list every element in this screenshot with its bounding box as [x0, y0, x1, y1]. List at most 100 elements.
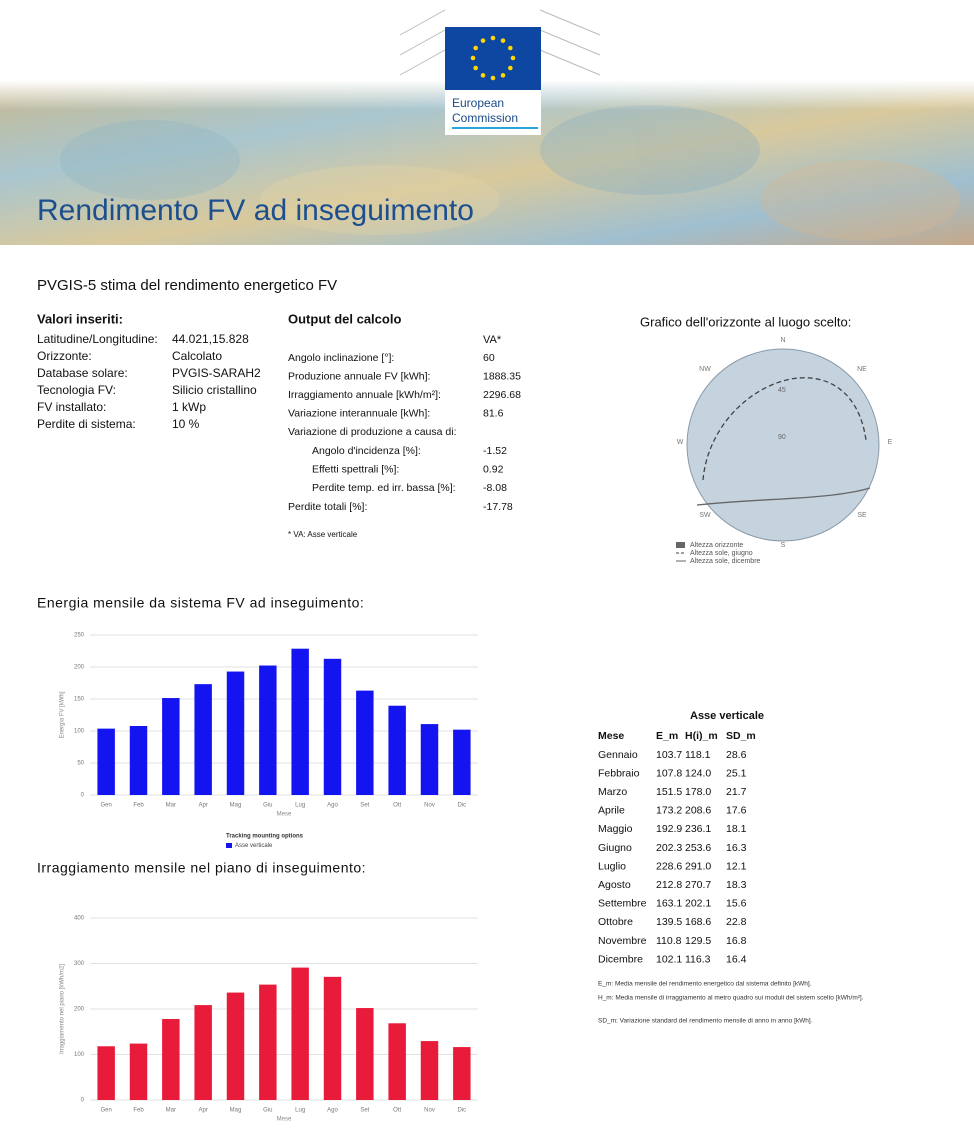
direction-label: W — [677, 439, 684, 446]
star — [481, 73, 486, 78]
x-tick-label: Feb — [133, 1108, 144, 1114]
output-label: Irraggiamento annuale [kWh/m²]: — [288, 389, 441, 401]
table-cell: 110.8 — [656, 935, 682, 947]
star — [473, 46, 478, 51]
table-cell: 253.6 — [685, 842, 711, 854]
x-tick-label: Set — [360, 1108, 369, 1114]
y-axis-label: Energia FV [kWh] — [60, 691, 66, 738]
bar — [421, 724, 438, 795]
report: European Commission Rendimento FV ad ins… — [0, 0, 974, 1137]
input-value: Calcolato — [172, 349, 222, 363]
direction-label: N — [780, 337, 785, 344]
chart-title: Irraggiamento mensile nel piano di inseg… — [37, 860, 366, 876]
bar — [324, 659, 341, 795]
legend-swatch — [226, 843, 232, 848]
total-value: -17.78 — [483, 501, 513, 513]
input-label: Perdite di sistema: — [37, 417, 136, 431]
bar — [130, 726, 147, 795]
table-cell: 16.3 — [726, 842, 747, 854]
horizon-disc — [687, 349, 879, 541]
star — [473, 66, 478, 71]
x-tick-label: Feb — [133, 803, 144, 809]
table-cell: 28.6 — [726, 749, 747, 761]
output-label: Produzione annuale FV [kWh]: — [288, 370, 430, 382]
table-cell: 168.6 — [685, 916, 711, 928]
table-cell: 116.3 — [685, 953, 711, 965]
table-header: SD_m — [726, 730, 756, 742]
table-cell: Agosto — [598, 879, 631, 891]
x-tick-label: Nov — [424, 803, 435, 809]
loss-value: 0.92 — [483, 463, 504, 475]
section-title: Valori inseriti: — [37, 311, 123, 326]
y-tick-label: 50 — [77, 761, 84, 767]
table-cell: Maggio — [598, 823, 633, 835]
legend-label: Altezza orizzonte — [690, 542, 743, 549]
y-tick-label: 300 — [74, 961, 85, 967]
x-tick-label: Mar — [166, 1108, 176, 1114]
table-cell: Novembre — [598, 935, 647, 947]
x-tick-label: Mar — [166, 803, 176, 809]
table-cell: 18.1 — [726, 823, 747, 835]
table-header: H(i)_m — [685, 730, 718, 742]
x-tick-label: Set — [360, 803, 369, 809]
output-value: 81.6 — [483, 407, 504, 419]
table-cell: 25.1 — [726, 767, 747, 779]
bar — [97, 1046, 114, 1100]
input-value: Silicio cristallino — [172, 383, 257, 397]
table-cell: 178.0 — [685, 786, 711, 798]
table-cell: 118.1 — [685, 749, 711, 761]
direction-label: NE — [857, 366, 867, 373]
star — [481, 38, 486, 43]
input-value: 1 kWp — [172, 400, 206, 414]
star — [508, 46, 513, 51]
bar — [453, 1047, 470, 1100]
input-value: 10 % — [172, 417, 200, 431]
x-tick-label: Ago — [327, 803, 338, 809]
table-note: H_m: Media mensile di irraggiamento al m… — [598, 995, 864, 1002]
bar — [194, 684, 211, 795]
page-title: Rendimento FV ad inseguimento — [37, 194, 474, 227]
table-cell: 208.6 — [685, 805, 711, 817]
x-tick-label: Mag — [230, 803, 242, 809]
bar — [388, 1023, 405, 1100]
table-cell: Aprile — [598, 805, 625, 817]
input-label: Tecnologia FV: — [37, 383, 116, 397]
legend-label: Altezza sole, giugno — [690, 550, 753, 557]
ring-label: 90 — [778, 434, 786, 441]
table-cell: 22.8 — [726, 916, 747, 928]
table-cell: 139.5 — [656, 916, 682, 928]
direction-label: S — [781, 542, 786, 549]
x-tick-label: Nov — [424, 1108, 435, 1114]
direction-label: E — [888, 439, 893, 446]
table-header: E_m — [656, 730, 678, 742]
legend-swatch — [676, 542, 685, 548]
bar — [194, 1005, 211, 1100]
table-cell: 151.5 — [656, 786, 682, 798]
table-cell: 291.0 — [685, 860, 711, 872]
x-tick-label: Apr — [198, 803, 207, 809]
output-heading: Variazione di produzione a causa di: — [288, 426, 457, 438]
table-cell: 18.3 — [726, 879, 747, 891]
x-tick-label: Mag — [230, 1108, 242, 1114]
x-tick-label: Ott — [393, 1108, 401, 1114]
table-note: E_m: Media mensile del rendimento energe… — [598, 981, 812, 988]
star — [491, 36, 496, 41]
table-cell: 202.3 — [656, 842, 682, 854]
star — [491, 76, 496, 81]
table-cell: 15.6 — [726, 898, 747, 910]
x-tick-label: Dic — [457, 803, 466, 809]
x-axis-label: Mese — [277, 1117, 292, 1123]
table-note: SD_m: Variazione standard del rendimento… — [598, 1018, 813, 1025]
bar — [356, 1008, 373, 1100]
column-header: VA* — [483, 334, 502, 346]
x-tick-label: Gen — [100, 1108, 111, 1114]
table-cell: 228.6 — [656, 860, 682, 872]
star — [508, 66, 513, 71]
table-cell: 270.7 — [685, 879, 711, 891]
star — [501, 73, 506, 78]
y-tick-label: 250 — [74, 633, 85, 639]
x-tick-label: Ago — [327, 1108, 338, 1114]
footnote: * VA: Asse verticale — [288, 530, 358, 539]
table-cell: Gennaio — [598, 749, 638, 761]
y-axis-label: Irraggiamento nel piano [kWh/m2] — [60, 964, 66, 1054]
